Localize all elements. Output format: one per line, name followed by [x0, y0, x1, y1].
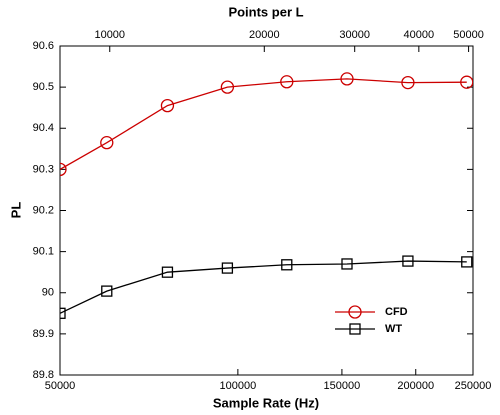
plot-area — [60, 72, 473, 319]
y-tick-label: 89.9 — [33, 328, 54, 340]
x2-tick-label: 30000 — [339, 29, 370, 41]
x-tick-label: 250000 — [455, 380, 492, 392]
y-tick-label: 89.8 — [33, 369, 54, 381]
legend-marker — [348, 305, 362, 319]
y-tick-label: 90.1 — [33, 246, 54, 258]
x-tick-label: 100000 — [220, 380, 257, 392]
x2-tick-label: 50000 — [453, 29, 484, 41]
point — [402, 255, 414, 267]
point — [461, 256, 473, 268]
series-line — [60, 260, 467, 314]
y-tick-label: 90.3 — [33, 163, 54, 175]
x2-tick-label: 10000 — [94, 29, 125, 41]
y-tick-label: 90.6 — [33, 40, 54, 52]
point — [401, 75, 415, 90]
point — [160, 98, 175, 113]
x2-tick-label: 20000 — [249, 29, 280, 41]
legend-label: WT — [385, 323, 402, 335]
point — [280, 75, 294, 89]
point — [161, 266, 174, 278]
point — [281, 259, 293, 271]
x-tick-label: 150000 — [324, 380, 361, 392]
plot-frame — [59, 45, 474, 376]
y-tick-label: 90.4 — [33, 122, 54, 134]
point — [221, 262, 234, 274]
point — [101, 285, 113, 297]
point — [60, 162, 67, 177]
x-tick-label: 50000 — [45, 380, 76, 392]
x2-tick-label: 40000 — [404, 29, 435, 41]
legend-marker — [349, 323, 361, 335]
chart-title: Points per L — [228, 4, 303, 19]
x-axis-label: Sample Rate (Hz) — [213, 395, 319, 410]
legend-label: CFD — [385, 306, 408, 318]
y-axis-label: PL — [8, 202, 23, 219]
point — [60, 307, 66, 319]
point — [100, 135, 114, 150]
y-tick-label: 90.5 — [33, 81, 54, 93]
x-tick-label: 200000 — [397, 380, 434, 392]
point — [460, 75, 473, 89]
point — [341, 258, 353, 270]
point — [220, 80, 235, 94]
y-tick-label: 90.2 — [33, 204, 54, 216]
y-tick-label: 90 — [42, 287, 54, 299]
point — [340, 72, 354, 86]
series-line — [60, 78, 467, 170]
